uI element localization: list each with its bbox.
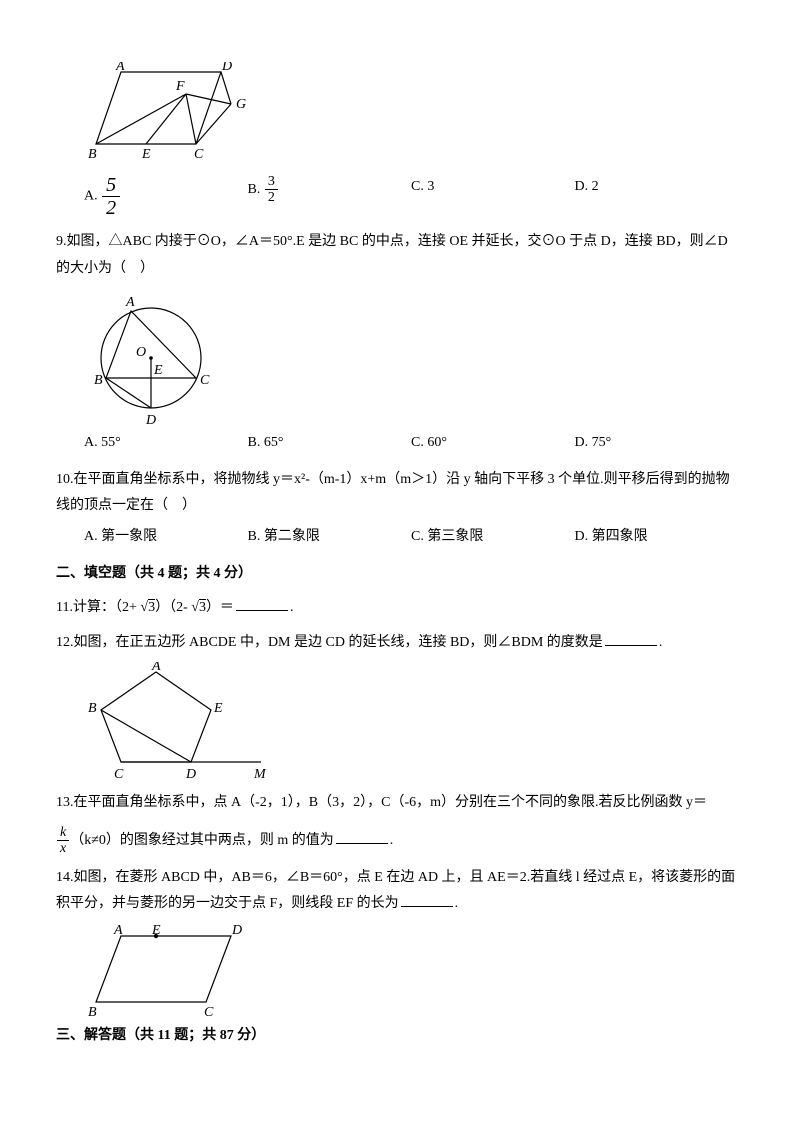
q14-text: 14.如图，在菱形 ABCD 中，AB＝6，∠B＝60°，点 E 在边 AD 上… <box>56 870 735 912</box>
q12-label-B: B <box>88 701 97 716</box>
q10-option-A: A. 第一象限 <box>84 524 248 551</box>
q14-figure: A E D B C <box>76 924 738 1019</box>
q12-svg: A B E C D M <box>76 662 276 782</box>
q11-prefix: 11.计算：（2+ <box>56 600 140 615</box>
label-D: D <box>221 62 232 74</box>
q9-option-A: A. 55° <box>84 430 248 457</box>
q11-mid: ）（2- <box>155 600 191 615</box>
q9-label-O: O <box>136 345 146 360</box>
q14-svg: A E D B C <box>76 924 266 1019</box>
q11-sqrt2: 3 <box>199 599 206 615</box>
q9-label-B: B <box>94 373 103 388</box>
q11-period: . <box>290 600 294 615</box>
q12-period: . <box>659 635 663 650</box>
q14-blank <box>401 892 453 907</box>
q10-options: A. 第一象限 B. 第二象限 C. 第三象限 D. 第四象限 <box>84 524 738 551</box>
q14-label-E: E <box>151 924 161 938</box>
q14: 14.如图，在菱形 ABCD 中，AB＝6，∠B＝60°，点 E 在边 AD 上… <box>56 865 738 918</box>
opt-A-prefix: A. <box>84 189 98 204</box>
q10-option-B: B. 第二象限 <box>248 524 412 551</box>
section-3-title: 三、解答题（共 11 题；共 87 分） <box>56 1023 738 1050</box>
q8-option-A: A. 52 <box>84 174 248 219</box>
q8-option-B: B. 32 <box>248 174 412 219</box>
q9-label-C: C <box>200 373 210 388</box>
q14-label-B: B <box>88 1005 97 1019</box>
q12-label-C: C <box>114 767 124 782</box>
q13-blank <box>336 829 388 844</box>
q9-svg: A O E B C D <box>76 288 226 428</box>
q9-label-E: E <box>153 363 163 378</box>
section-2-title: 二、填空题（共 4 题；共 4 分） <box>56 561 738 588</box>
q10-option-C: C. 第三象限 <box>411 524 575 551</box>
q13-line2-pre: （k≠0）的图象经过其中两点，则 m 的值为 <box>70 833 334 848</box>
q9-option-B: B. 65° <box>248 430 412 457</box>
opt-B-num: 3 <box>265 174 278 190</box>
q8-option-C: C. 3 <box>411 174 575 219</box>
q12-label-A: A <box>151 662 161 674</box>
q11-blank <box>236 596 288 611</box>
q8-svg: A D F G B E C <box>76 62 266 172</box>
label-E: E <box>141 147 151 162</box>
q11: 11.计算：（2+ √3）（2- √3）＝. <box>56 595 738 622</box>
q12-text: 12.如图，在正五边形 ABCDE 中，DM 是边 CD 的延长线，连接 BD，… <box>56 635 603 650</box>
q13-line1: 13.在平面直角坐标系中，点 A（-2，1），B（3，2），C（-6，m）分别在… <box>56 790 738 817</box>
q9-label-D: D <box>145 413 156 428</box>
q9-option-D: D. 75° <box>575 430 739 457</box>
q14-label-C: C <box>204 1005 214 1019</box>
opt-B-den: 2 <box>265 190 278 205</box>
opt-A-den: 2 <box>102 197 120 219</box>
q12-blank <box>605 631 657 646</box>
label-G: G <box>236 97 246 112</box>
q12-label-M: M <box>253 767 267 782</box>
q9-figure: A O E B C D <box>76 288 738 428</box>
label-B: B <box>88 147 97 162</box>
q9-label-A: A <box>125 295 135 310</box>
q9-text: 9.如图，△ABC 内接于⊙O，∠A＝50°.E 是边 BC 的中点，连接 OE… <box>56 229 738 282</box>
q12: 12.如图，在正五边形 ABCDE 中，DM 是边 CD 的延长线，连接 BD，… <box>56 630 738 657</box>
q10-text: 10.在平面直角坐标系中，将抛物线 y＝x²-（m-1）x+m（m＞1）沿 y … <box>56 467 738 520</box>
q8-figure: A D F G B E C <box>76 62 738 172</box>
q13-period: . <box>390 833 394 848</box>
q13-frac-den: x <box>57 841 69 856</box>
q14-label-D: D <box>231 924 242 938</box>
q11-suffix: ）＝ <box>206 600 234 615</box>
q13-line2: kx（k≠0）的图象经过其中两点，则 m 的值为. <box>56 825 738 857</box>
label-C: C <box>194 147 204 162</box>
q9-options: A. 55° B. 65° C. 60° D. 75° <box>84 430 738 457</box>
label-F: F <box>175 79 185 94</box>
label-A: A <box>115 62 125 74</box>
q12-figure: A B E C D M <box>76 662 738 782</box>
q13-frac-num: k <box>57 825 69 841</box>
q14-label-A: A <box>113 924 123 938</box>
q14-period: . <box>455 896 459 911</box>
opt-B-prefix: B. <box>248 182 261 197</box>
q8-option-D: D. 2 <box>575 174 739 219</box>
q9-option-C: C. 60° <box>411 430 575 457</box>
q8-options: A. 52 B. 32 C. 3 D. 2 <box>84 174 738 219</box>
q12-label-E: E <box>213 701 223 716</box>
q12-label-D: D <box>185 767 196 782</box>
opt-A-num: 5 <box>102 174 120 197</box>
q10-option-D: D. 第四象限 <box>575 524 739 551</box>
